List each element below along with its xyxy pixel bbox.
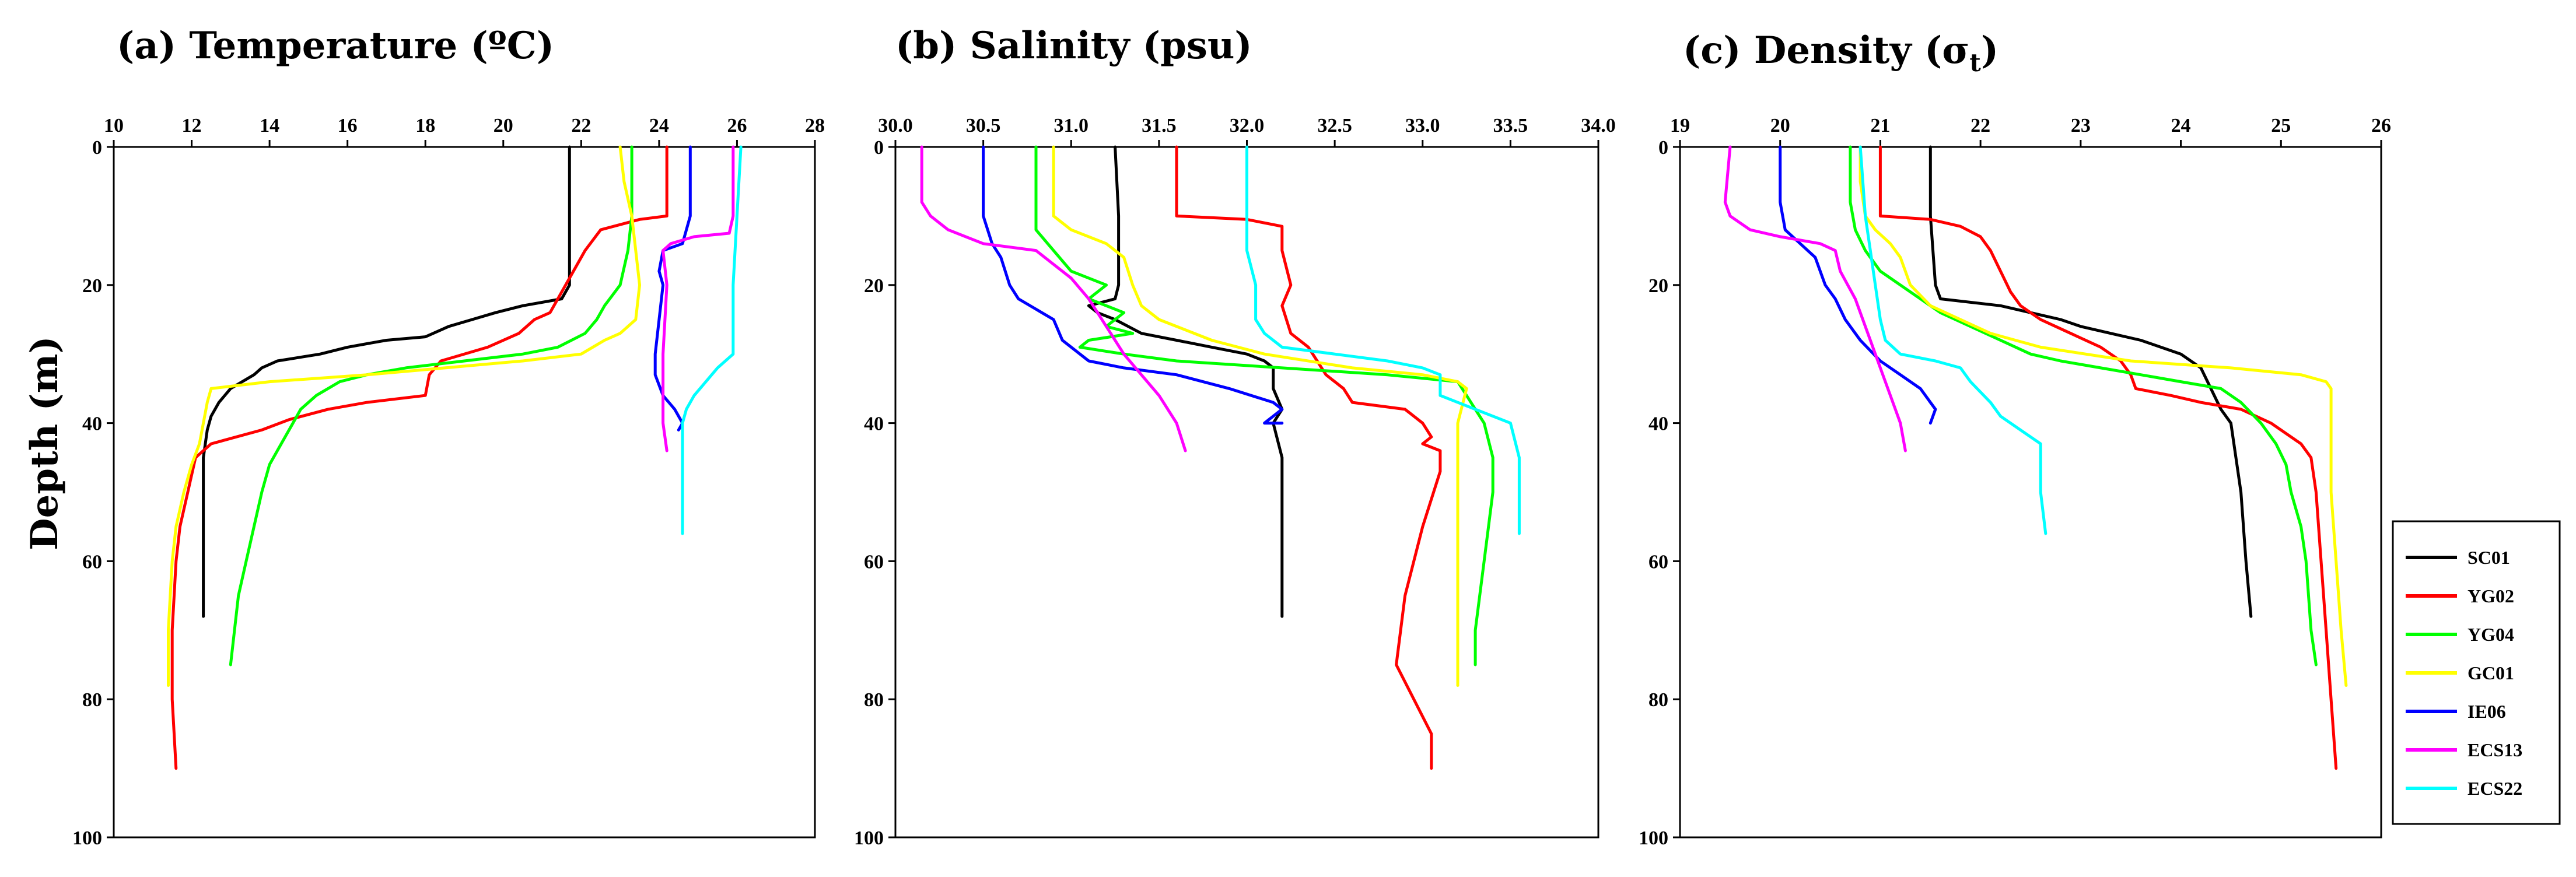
x-tick-label: 31.0 (1054, 115, 1089, 136)
series-line-gc01 (1859, 145, 2348, 687)
chart-title-3: (c) Density (σt) (1683, 29, 1999, 77)
x-tick-label: 24 (649, 115, 669, 136)
x-tick-label: 18 (415, 115, 435, 136)
legend-item-yg04: YG04 (2406, 624, 2514, 645)
x-tick-label: 26 (727, 115, 747, 136)
x-tick-label: 30.0 (878, 115, 913, 136)
x-tick-label: 22 (1971, 115, 1990, 136)
series-line-ie06 (1779, 145, 1937, 425)
y-tick-label: 100 (854, 827, 884, 849)
plot-area-frame (113, 146, 816, 839)
chart-title-1: (a) Temperature (ºC) (117, 24, 554, 68)
series-line-ecs22 (1245, 145, 1521, 535)
x-tick-label: 23 (2071, 115, 2091, 136)
chart-title-text: (c) Density (σ (1683, 29, 1969, 72)
legend-label: ECS22 (2468, 778, 2522, 799)
y-tick-label: 40 (864, 413, 884, 435)
series-line-ecs22 (1859, 145, 2048, 535)
series-line-gc01 (167, 145, 641, 687)
plot-area-frame (1679, 146, 2382, 839)
legend-item-sc01: SC01 (2406, 547, 2510, 568)
series-line-sc01 (1929, 145, 2253, 618)
x-tick-label: 14 (260, 115, 279, 136)
series-line-yg02 (1175, 145, 1442, 770)
legend-item-gc01: GC01 (2406, 662, 2514, 683)
x-tick-label: 30.5 (966, 115, 1001, 136)
y-tick-label: 80 (1648, 689, 1668, 711)
legend-label: SC01 (2468, 547, 2510, 568)
series-line-gc01 (1052, 145, 1468, 687)
x-tick-label: 31.5 (1142, 115, 1177, 136)
x-tick-label: 10 (104, 115, 124, 136)
x-tick-label: 12 (182, 115, 202, 136)
panels: (a) Temperature (ºC) 10 12 14 16 18 20 22 24 26 28… (72, 24, 2391, 849)
series-line-yg02 (170, 145, 668, 770)
legend-label: ECS13 (2468, 739, 2522, 760)
x-tick-label: 32.5 (1317, 115, 1352, 136)
x-tick-label: 22 (571, 115, 591, 136)
legend-item-ie06: IE06 (2406, 701, 2506, 722)
x-tick-label: 32.0 (1230, 115, 1265, 136)
y-tick-label: 60 (1648, 551, 1668, 573)
y-tick-label: 0 (874, 137, 884, 159)
y-tick-label: 100 (1639, 827, 1668, 849)
x-tick-label: 20 (494, 115, 513, 136)
series-line-yg04 (229, 145, 634, 666)
y-tick-label: 80 (864, 689, 884, 711)
legend-label: IE06 (2468, 701, 2506, 722)
series-line-ie06 (653, 145, 692, 432)
y-tick-label: 20 (1648, 275, 1668, 297)
x-tick-label: 34.0 (1581, 115, 1616, 136)
series-line-ecs13 (662, 145, 735, 452)
legend-label: YG02 (2468, 585, 2514, 606)
legend-item-yg02: YG02 (2406, 585, 2514, 606)
series-line-ecs13 (920, 145, 1187, 452)
y-tick-label: 60 (864, 551, 884, 573)
y-tick-label: 20 (82, 275, 102, 297)
chart-panel-1: (a) Temperature (ºC) 10 12 14 16 18 20 22 24 26 28… (72, 24, 825, 849)
chart-title-suffix: ) (1981, 29, 1999, 72)
x-tick-label: 20 (1770, 115, 1790, 136)
x-tick-label: 25 (2271, 115, 2291, 136)
series-line-ie06 (982, 145, 1284, 425)
x-tick-label: 33.5 (1493, 115, 1528, 136)
y-tick-label: 40 (1648, 413, 1668, 435)
chart-title-subscript: t (1969, 48, 1981, 77)
x-tick-label: 19 (1670, 115, 1690, 136)
legend: SC01 YG02 YG04 GC01 IE06 ECS13 ECS22 (2392, 520, 2561, 825)
y-tick-label: 0 (92, 137, 102, 159)
series-line-yg04 (1849, 145, 2318, 666)
chart-panel-2: (b) Salinity (psu) 30.0 30.5 31.0 31.5 32.0 32… (854, 24, 1616, 849)
x-tick-label: 26 (2371, 115, 2391, 136)
legend-item-ecs13: ECS13 (2406, 739, 2522, 760)
chart-title-text: (a) Temperature (ºC) (117, 24, 554, 68)
legend-label: GC01 (2468, 662, 2514, 683)
legend-item-ecs22: ECS22 (2406, 778, 2522, 799)
x-tick-label: 21 (1870, 115, 1890, 136)
series-line-sc01 (202, 145, 571, 618)
x-tick-label: 28 (805, 115, 825, 136)
series-line-ecs22 (681, 145, 743, 535)
y-tick-label: 100 (72, 827, 102, 849)
y-axis-label: Depth (m) (23, 336, 66, 550)
chart-title-text: (b) Salinity (psu) (895, 24, 1252, 68)
x-tick-label: 33.0 (1405, 115, 1440, 136)
x-tick-label: 24 (2171, 115, 2191, 136)
y-tick-label: 0 (1658, 137, 1668, 159)
x-tick-label: 16 (338, 115, 358, 136)
series-line-yg02 (1878, 145, 2338, 770)
y-tick-label: 40 (82, 413, 102, 435)
y-tick-label: 60 (82, 551, 102, 573)
y-tick-label: 20 (864, 275, 884, 297)
chart-panel-3: (c) Density (σt) 19 20 21 22 23 24 25 26 0 20 40 60 8… (1639, 29, 2391, 849)
chart-title-2: (b) Salinity (psu) (895, 24, 1252, 68)
legend-label: YG04 (2468, 624, 2514, 645)
y-tick-label: 80 (82, 689, 102, 711)
series-line-ecs13 (1723, 145, 1907, 452)
